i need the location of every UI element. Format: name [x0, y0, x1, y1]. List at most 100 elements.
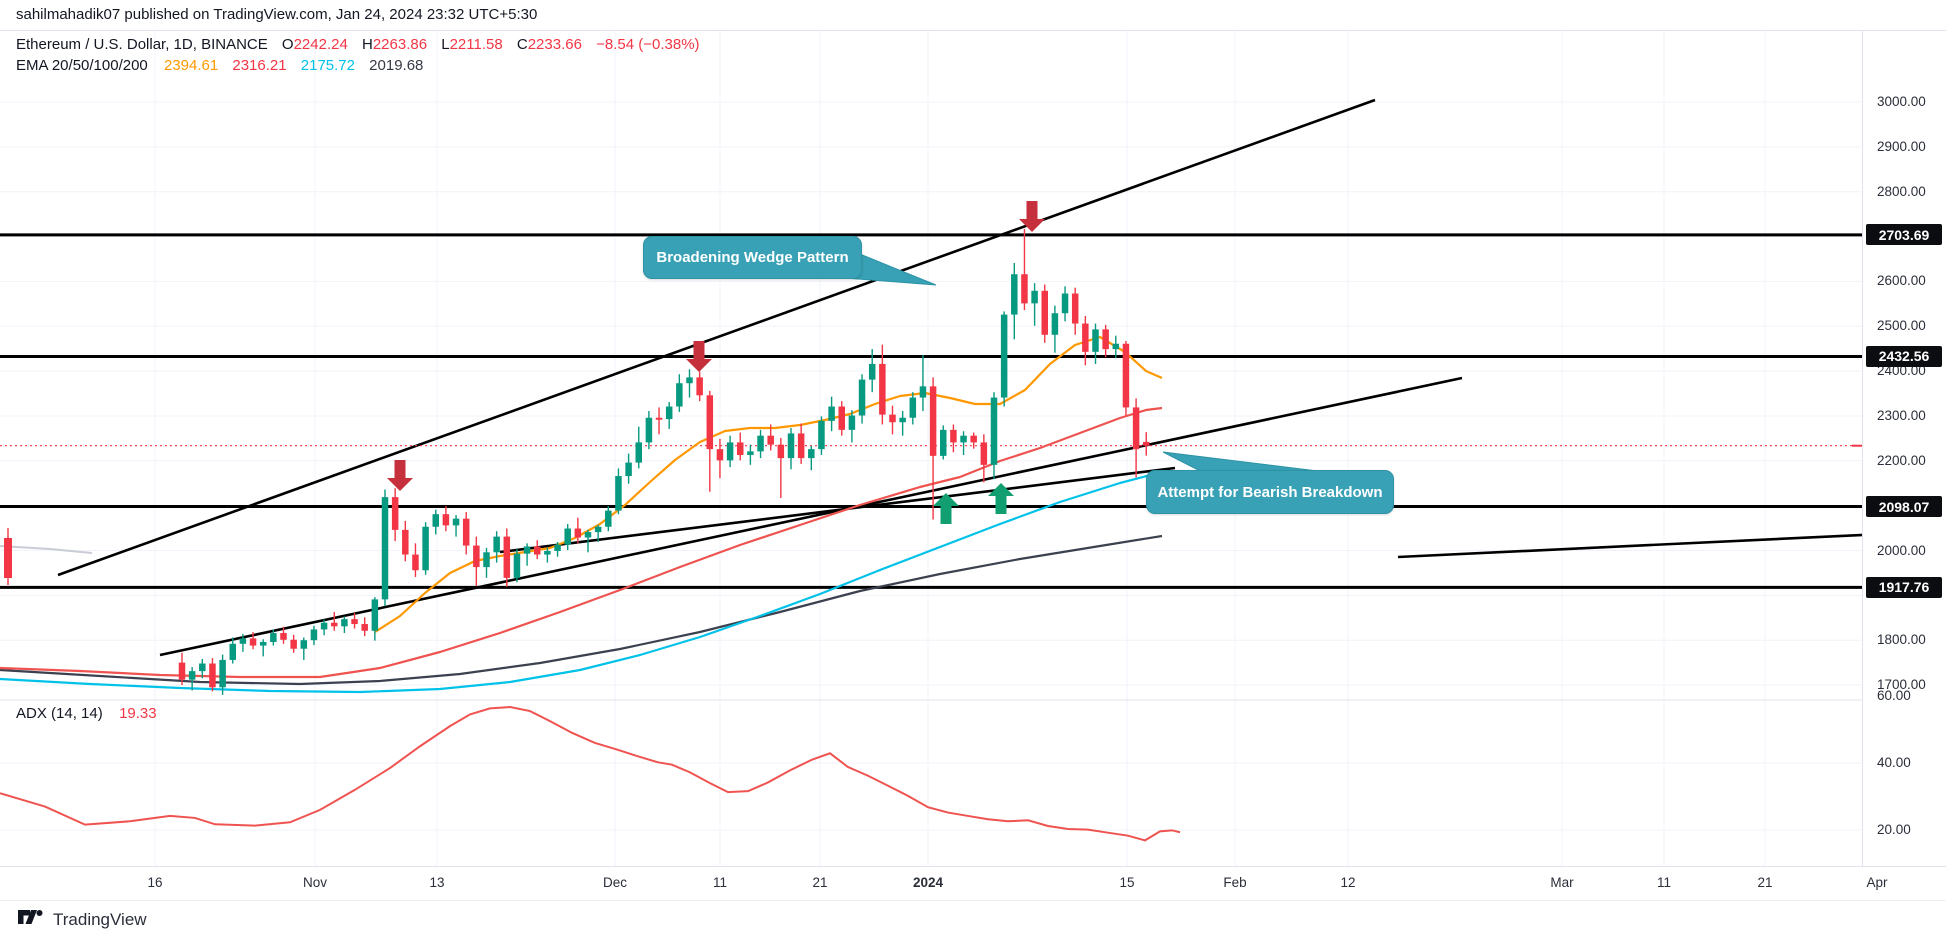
candle-body	[422, 526, 429, 571]
candle-body	[178, 662, 186, 680]
published-byline: sahilmahadik07 published on TradingView.…	[16, 6, 538, 23]
price-axis[interactable]: 3000.00 2900.00 2800.00 2600.00 2500.00 2400.…	[1862, 31, 1946, 866]
ohlc-low-value: 2211.58	[449, 36, 503, 53]
candle-body	[940, 429, 947, 456]
time-axis[interactable]: 16 Nov 13 Dec 11 21 2024 15 Feb 12 Mar 11 21 Apr	[0, 866, 1946, 901]
candle-body	[188, 671, 196, 680]
candle-body	[199, 663, 206, 672]
candle-body	[1021, 274, 1028, 304]
candle-body	[584, 532, 592, 538]
candle-body	[229, 643, 236, 660]
buy-arrow-marker[interactable]	[933, 493, 959, 524]
candle-body	[696, 377, 703, 396]
time-axis-label: Mar	[1550, 875, 1574, 890]
candle-body	[858, 379, 866, 416]
time-axis-label: 21	[1757, 875, 1773, 890]
candle-body	[574, 528, 582, 538]
ohlc-low-label: L	[441, 36, 450, 53]
price-level-badge: 1917.76	[1866, 576, 1942, 598]
candle-body	[625, 462, 632, 477]
candle-body	[1071, 293, 1079, 324]
candle-body	[331, 622, 338, 627]
candle-body	[777, 444, 785, 459]
candle-body	[594, 526, 602, 533]
candle-body	[341, 619, 348, 627]
candle-body	[534, 546, 541, 555]
sell-arrow-marker[interactable]	[686, 341, 712, 372]
candle-body	[391, 497, 399, 530]
candle-body	[1041, 290, 1048, 335]
candle-body	[1031, 290, 1038, 304]
candle-body	[361, 624, 368, 631]
candle-body	[909, 397, 917, 418]
candle-body	[706, 395, 714, 450]
time-axis-label: Nov	[302, 875, 328, 890]
candle-body	[1011, 274, 1018, 315]
lower-right-trendline[interactable]	[1397, 529, 1946, 559]
candle-body	[615, 476, 622, 511]
wedge-lower-trendline[interactable]	[159, 376, 1463, 657]
header-divider	[0, 30, 1946, 31]
buy-arrow-marker[interactable]	[988, 483, 1014, 514]
candle-body	[1102, 329, 1109, 350]
candle-body	[970, 435, 977, 443]
candle-body	[442, 514, 450, 526]
ema-legend: EMA 20/50/100/200 2394.61 2316.21 2175.7…	[16, 57, 423, 74]
time-axis-label: 11	[712, 875, 728, 890]
candle-body	[554, 544, 561, 551]
tradingview-brand-text: TradingView	[53, 909, 147, 929]
time-axis-label: 12	[1340, 875, 1356, 890]
adx-axis-label: 20.00	[1877, 822, 1911, 837]
candle-body	[1082, 323, 1089, 352]
price-axis-label: 1700.00	[1877, 677, 1926, 693]
ohlc-high-label: H	[362, 36, 373, 53]
sell-arrow-marker[interactable]	[1019, 201, 1045, 232]
price-axis-label: 2500.00	[1877, 318, 1926, 334]
candle-body	[564, 528, 571, 545]
candle-body	[818, 420, 825, 450]
symbol-title: Ethereum / U.S. Dollar, 1D, BINANCE	[16, 36, 268, 53]
candle-body	[797, 433, 805, 459]
price-axis-label: 2000.00	[1877, 542, 1926, 558]
candle-body	[371, 599, 379, 631]
candle-body	[828, 406, 835, 421]
candle-body	[1143, 441, 1150, 446]
tradingview-logo-icon	[18, 909, 44, 930]
wedge-upper-trendline[interactable]	[57, 98, 1376, 577]
candle-body	[787, 433, 795, 459]
time-axis-label: 16	[147, 875, 163, 890]
candle-body	[239, 638, 247, 644]
candle-body	[432, 514, 439, 527]
adx-axis-label: 60.00	[1877, 688, 1911, 703]
candle-body	[980, 442, 988, 465]
candle-body	[950, 429, 957, 443]
candle-body	[868, 363, 876, 380]
candle-body	[838, 406, 845, 430]
candle-body	[716, 449, 724, 461]
candle-body	[676, 383, 683, 407]
candle-body	[1092, 329, 1099, 352]
candle-body	[808, 449, 815, 459]
price-axis-label: 2200.00	[1877, 452, 1926, 468]
candle-body	[757, 435, 764, 452]
ema-label: EMA 20/50/100/200	[16, 57, 148, 74]
candle-body	[402, 529, 409, 555]
candle-body	[1000, 314, 1008, 398]
candle-body	[1132, 407, 1140, 450]
candle-body	[929, 386, 937, 456]
candle-body	[919, 386, 927, 398]
support-parallel-line[interactable]	[499, 466, 1176, 554]
annotation-callout[interactable]: Attempt for Bearish Breakdown	[1146, 470, 1394, 514]
price-level-badge: 2703.69	[1866, 224, 1942, 246]
price-axis-label: 2800.00	[1877, 183, 1926, 199]
annotation-callout[interactable]: Broadening Wedge Pattern	[643, 236, 862, 279]
candle-body	[1112, 343, 1120, 350]
candle-body	[645, 417, 653, 443]
adx-legend: ADX (14, 14) 19.33	[16, 705, 157, 722]
candle-body	[899, 417, 906, 423]
sell-arrow-marker[interactable]	[387, 460, 413, 491]
candle-body	[737, 442, 744, 455]
time-axis-label: 15	[1119, 875, 1135, 890]
time-axis-label: 21	[812, 875, 828, 890]
